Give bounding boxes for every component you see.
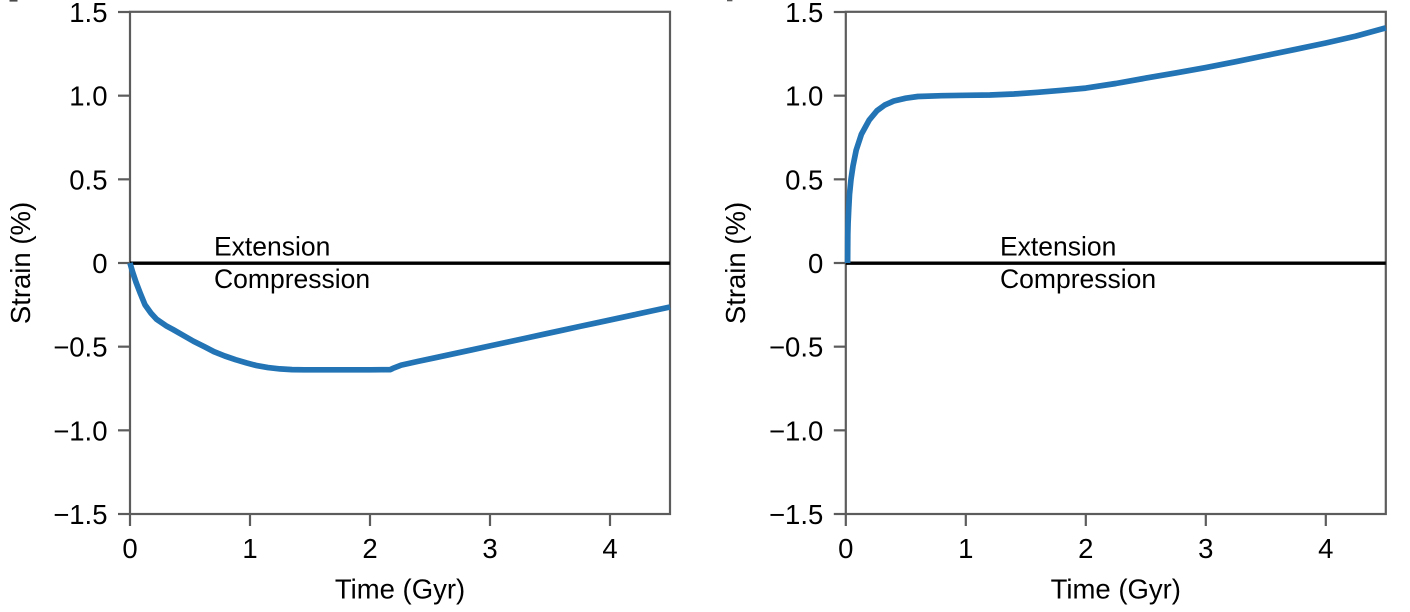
svg-text:1.0: 1.0 (785, 81, 823, 112)
svg-text:2: 2 (362, 533, 377, 564)
svg-text:1.0: 1.0 (69, 81, 107, 112)
svg-text:Extension: Extension (1000, 232, 1116, 262)
svg-text:1: 1 (958, 533, 973, 564)
svg-text:3: 3 (482, 533, 497, 564)
svg-text:0: 0 (122, 533, 137, 564)
svg-text:Compression: Compression (214, 264, 370, 294)
svg-text:−0.5: −0.5 (769, 332, 823, 363)
svg-text:−0.5: −0.5 (53, 332, 107, 363)
svg-text:1.5: 1.5 (69, 0, 107, 28)
svg-text:0: 0 (808, 248, 823, 279)
svg-text:0: 0 (92, 248, 107, 279)
svg-text:Strain (%): Strain (%) (720, 202, 751, 324)
svg-text:0.5: 0.5 (785, 164, 823, 195)
svg-text:Extension: Extension (214, 232, 330, 262)
svg-text:2: 2 (1078, 533, 1093, 564)
svg-text:0: 0 (838, 533, 853, 564)
svg-text:−1.5: −1.5 (769, 499, 823, 530)
svg-text:1: 1 (242, 533, 257, 564)
svg-text:−1.0: −1.0 (769, 415, 823, 446)
svg-text:−1.5: −1.5 (53, 499, 107, 530)
svg-text:Compression: Compression (1000, 264, 1156, 294)
svg-text:0.5: 0.5 (69, 164, 107, 195)
svg-text:Strain (%): Strain (%) (5, 202, 36, 324)
svg-text:Time (Gyr): Time (Gyr) (335, 574, 465, 605)
svg-text:4: 4 (1318, 533, 1333, 564)
svg-text:1.5: 1.5 (785, 0, 823, 28)
svg-text:4: 4 (602, 533, 617, 564)
svg-text:−1.0: −1.0 (53, 415, 107, 446)
svg-text:3: 3 (1198, 533, 1213, 564)
svg-text:Time (Gyr): Time (Gyr) (1051, 574, 1181, 605)
